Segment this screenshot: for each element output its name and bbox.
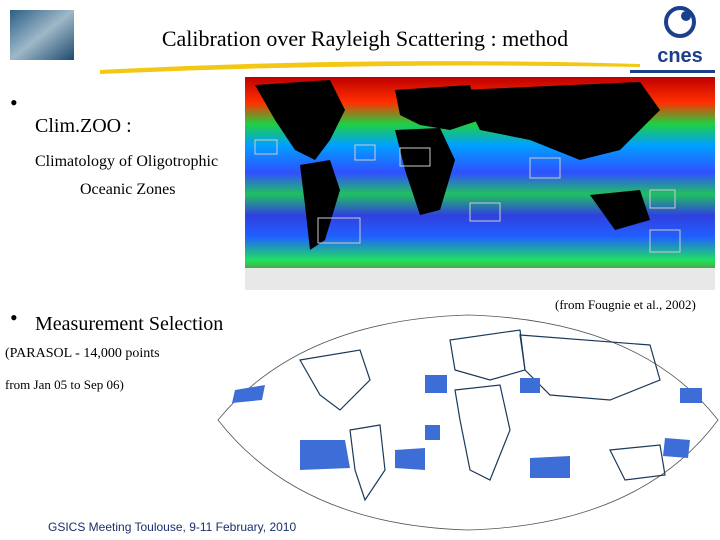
ocean-thumbnail: [10, 10, 74, 60]
footer: GSICS Meeting Toulouse, 9-11 February, 2…: [48, 520, 296, 534]
bullet-text: Oceanic Zones: [80, 181, 176, 198]
title: Calibration over Rayleigh Scattering : m…: [162, 26, 568, 51]
bullet-dot: •: [10, 90, 18, 115]
bullet-label: Measurement Selection: [35, 313, 223, 335]
bullet-text: Climatology of Oligotrophic: [35, 153, 218, 170]
chlorophyll-map: [245, 77, 715, 290]
logo-text: cnes: [657, 45, 703, 67]
cnes-logo: cnes: [630, 6, 715, 73]
bullet-label: Clim.ZOO :: [35, 115, 132, 137]
selection-map: [217, 314, 719, 531]
bullet-text: from Jan 05 to Sep 06): [5, 377, 124, 392]
citation: (from Fougnie et al., 2002): [555, 297, 696, 312]
title-underline: [100, 61, 640, 74]
bullet-text: (PARASOL - 14,000 points: [5, 346, 160, 361]
bullet-dot: •: [10, 305, 18, 330]
